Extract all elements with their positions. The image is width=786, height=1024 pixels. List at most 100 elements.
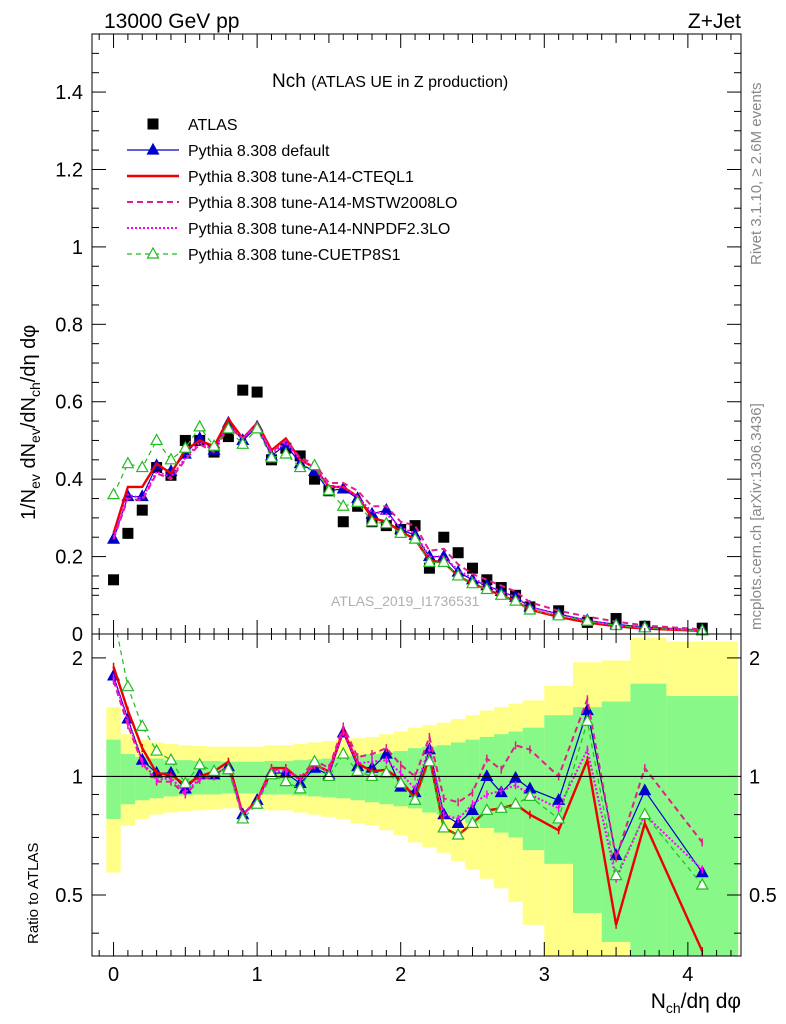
data-point xyxy=(351,495,365,507)
ratio-y-tick-label: 0.5 xyxy=(55,885,83,907)
ratio-point xyxy=(207,764,221,776)
ratio-point xyxy=(394,776,408,789)
legend-entry: Pythia 8.308 tune-CUETP8S1 xyxy=(127,246,401,264)
data-point xyxy=(394,526,408,538)
atlas-data-point xyxy=(438,531,450,543)
main-y-tick-label: 0.4 xyxy=(55,469,83,491)
main-y-tick-label: 0.6 xyxy=(55,392,83,414)
legend-marker xyxy=(146,246,160,259)
ratio-point xyxy=(293,781,307,794)
ratio-series-pythia-8-308-tune-cuetp8s1 xyxy=(108,609,709,890)
data-point xyxy=(465,576,480,589)
ratio-point xyxy=(480,803,494,815)
ratio-point xyxy=(451,827,465,840)
atlas-data-point xyxy=(179,434,191,446)
band-segment xyxy=(379,752,394,805)
rivet-label: Rivet 3.1.10, ≥ 2.6M events xyxy=(748,83,765,266)
ratio-point xyxy=(365,769,379,782)
band-segment xyxy=(450,742,466,819)
data-point xyxy=(422,555,436,567)
ratio-panel: 0.5 0.51 12 20 1 2 3 4 xyxy=(55,588,777,986)
series-pythia-8-308-tune-a14-mstw2008lo xyxy=(112,421,703,631)
atlas-data-point xyxy=(309,473,321,485)
x-axis-label: Nch/dη dφ xyxy=(651,990,741,1016)
band-segment xyxy=(106,739,121,819)
data-point xyxy=(250,421,264,434)
main-y-tick-label: 0.2 xyxy=(55,547,83,569)
ratio-y-tick-label-right: 2 xyxy=(749,648,760,670)
main-y-axis-label: 1/Nev dNev/dNch/dη dφ xyxy=(18,325,43,520)
legend-label: Pythia 8.308 tune-A14-MSTW2008LO xyxy=(188,195,457,212)
data-point xyxy=(523,602,537,615)
ratio-point xyxy=(465,803,480,815)
data-point xyxy=(552,608,566,621)
data-point xyxy=(121,456,135,469)
mcplots-label: mcplots.cern.ch [arXiv:1306.3436] xyxy=(748,403,765,630)
atlas-data-point xyxy=(237,384,249,396)
data-point xyxy=(509,593,523,606)
legend-label: ATLAS xyxy=(188,117,238,134)
x-tick-label: 3 xyxy=(539,964,550,986)
data-point xyxy=(264,450,278,463)
legend-entry: Pythia 8.308 tune-A14-MSTW2008LO xyxy=(127,195,457,212)
ratio-point xyxy=(121,679,135,692)
band-segment xyxy=(120,754,136,805)
ratio-point xyxy=(408,793,422,805)
ratio-point xyxy=(351,764,365,776)
data-point xyxy=(193,431,207,444)
ratio-point xyxy=(236,811,250,824)
ratio-point xyxy=(580,714,594,726)
plot-title: Nch (ATLAS UE in Z production) xyxy=(272,71,508,92)
legend-entry: Pythia 8.308 tune-A14-NNPDF2.3LO xyxy=(127,221,450,238)
band-segment xyxy=(494,734,509,833)
x-tick-label: 1 xyxy=(252,964,263,986)
atlas-data-point xyxy=(452,547,464,559)
ratio-point xyxy=(336,746,350,759)
plot-title-main: Nch xyxy=(272,71,306,92)
band-segment xyxy=(479,736,495,828)
data-point xyxy=(336,499,350,511)
data-point xyxy=(207,439,221,451)
data-point xyxy=(293,460,307,473)
legend-label: Pythia 8.308 tune-CUETP8S1 xyxy=(188,247,401,264)
legend-label: Pythia 8.308 default xyxy=(188,143,330,160)
band-segment xyxy=(601,701,631,942)
band-segment xyxy=(249,761,265,794)
ratio-point xyxy=(465,816,480,828)
series-pythia-8-308-tune-cuetp8s1 xyxy=(107,419,709,636)
ratio-data-layer xyxy=(107,609,709,956)
legend-marker xyxy=(146,142,160,155)
ratio-frame xyxy=(91,633,742,957)
ratio-point xyxy=(108,609,119,619)
ratio-point xyxy=(164,752,178,765)
ratio-point xyxy=(221,762,235,775)
main-axes: 0 0.2 0.4 0.6 0.8 1 1.2 1.4 xyxy=(55,34,741,646)
data-point xyxy=(135,460,149,473)
ratio-point xyxy=(695,877,709,890)
ratio-line xyxy=(112,677,703,882)
atlas-data-point xyxy=(108,574,120,586)
data-point xyxy=(279,446,293,459)
main-y-tick-label: 1.2 xyxy=(55,159,83,181)
data-point xyxy=(178,440,192,453)
energy-label: 13000 GeV pp xyxy=(104,10,239,33)
atlas-data-point xyxy=(136,504,148,516)
ratio-point xyxy=(509,797,523,809)
main-panel: 0 0.2 0.4 0.6 0.8 1 1.2 1.4 xyxy=(55,33,742,646)
data-point xyxy=(494,588,508,600)
legend: ATLAS Pythia 8.308 default Pythia 8.308 tu… xyxy=(127,117,457,264)
legend-entry: ATLAS xyxy=(147,117,238,134)
main-y-tick-label: 1 xyxy=(72,237,83,259)
data-point xyxy=(408,531,422,544)
main-y-tick-label: 1.4 xyxy=(55,82,83,104)
ratio-point xyxy=(494,801,508,813)
atlas-data-point xyxy=(423,562,435,574)
data-point xyxy=(236,437,250,449)
main-data-layer xyxy=(107,384,709,636)
ratio-point xyxy=(609,868,623,881)
atlas-data-point xyxy=(122,527,134,539)
plot-subtitle: (ATLAS UE in Z production) xyxy=(311,74,508,91)
analysis-watermark: ATLAS_2019_I1736531 xyxy=(331,593,480,609)
legend-label: Pythia 8.308 tune-A14-NNPDF2.3LO xyxy=(188,221,450,238)
ratio-axes: 0.5 0.51 12 20 1 2 3 4 xyxy=(55,588,777,986)
